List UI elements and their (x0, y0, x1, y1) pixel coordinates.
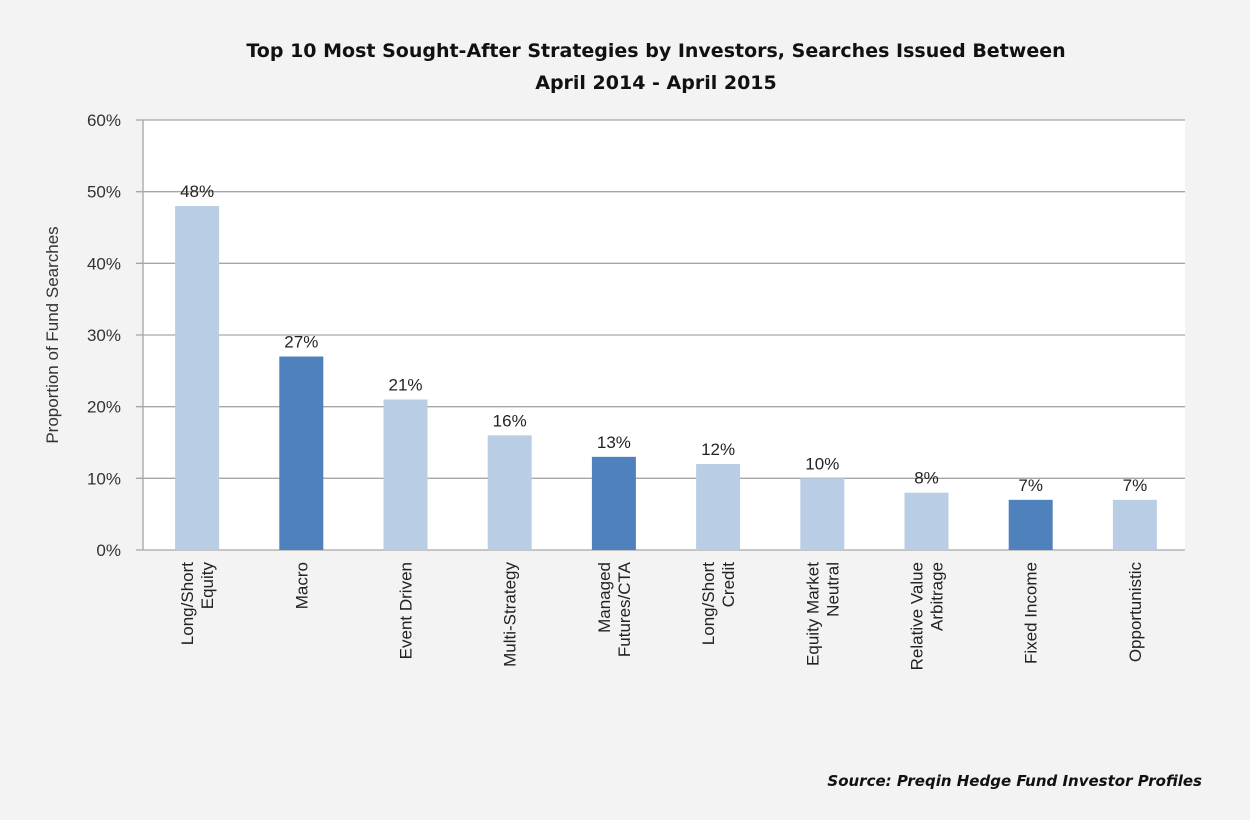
data-label: 8% (914, 469, 939, 488)
y-tick-label: 60% (87, 111, 121, 130)
data-label: 7% (1123, 476, 1148, 495)
x-category-label: Long/ShortCredit (699, 562, 738, 645)
x-category-label: Long/ShortEquity (178, 562, 217, 646)
y-tick-label: 40% (87, 254, 121, 273)
bar (383, 399, 428, 550)
bar (696, 464, 741, 550)
x-category-label: Opportunistic (1126, 562, 1145, 663)
x-category-label: Relative ValueArbitrage (908, 562, 947, 670)
data-label: 48% (180, 182, 214, 201)
y-tick-label: 20% (87, 398, 121, 417)
x-category-label: Macro (292, 562, 311, 609)
bar (800, 478, 845, 550)
bar (1112, 499, 1157, 550)
chart-title-line-1: Top 10 Most Sought-After Strategies by I… (246, 40, 1065, 62)
source-note: Source: Preqin Hedge Fund Investor Profi… (827, 772, 1202, 790)
data-label: 7% (1018, 476, 1043, 495)
data-label: 21% (388, 376, 422, 395)
x-category-label: ManagedFutures/CTA (595, 561, 634, 657)
y-axis-label: Proportion of Fund Searches (43, 226, 62, 443)
x-category-label: Event Driven (397, 562, 416, 659)
bar (904, 492, 949, 550)
data-label: 16% (493, 411, 527, 430)
bar (591, 456, 636, 550)
bar (279, 356, 324, 550)
y-tick-label: 10% (87, 469, 121, 488)
y-tick-label: 0% (96, 541, 121, 560)
x-category-label: Equity MarketNeutral (803, 562, 842, 666)
chart-title-line-2: April 2014 - April 2015 (535, 72, 777, 94)
y-tick-label: 30% (87, 326, 121, 345)
bar (487, 435, 532, 550)
y-tick-label: 50% (87, 183, 121, 202)
data-label: 12% (701, 440, 735, 459)
bar (1008, 499, 1053, 550)
data-label: 13% (597, 433, 631, 452)
bar (175, 206, 220, 550)
x-category-label: Multi-Strategy (501, 562, 520, 667)
data-label: 27% (284, 333, 318, 352)
data-label: 10% (805, 454, 839, 473)
x-category-label: Fixed Income (1022, 562, 1041, 664)
